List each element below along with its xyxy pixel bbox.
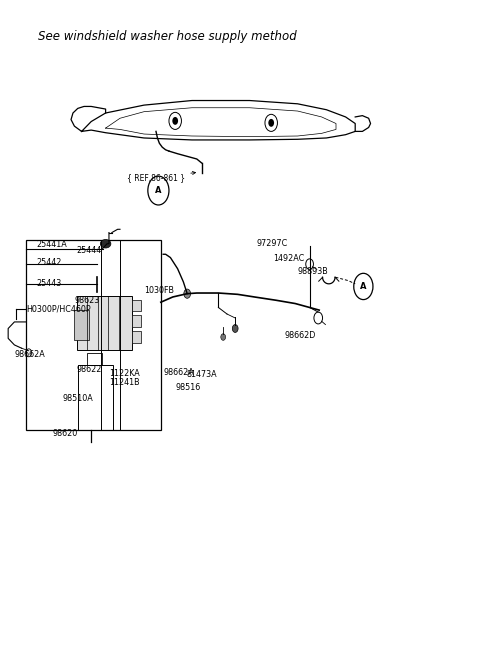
Text: 98623: 98623 [74, 296, 100, 305]
Text: 98893B: 98893B [298, 267, 328, 276]
Circle shape [184, 289, 191, 298]
Text: 98662A: 98662A [163, 368, 194, 377]
Circle shape [268, 119, 274, 127]
Text: 98622: 98622 [77, 365, 102, 374]
Bar [132, 315, 141, 327]
Bar [78, 365, 113, 430]
Text: 1122KA: 1122KA [109, 369, 140, 378]
Text: 98662A: 98662A [14, 350, 45, 359]
Text: 25442: 25442 [36, 258, 61, 267]
Text: 1492AC: 1492AC [274, 254, 305, 263]
Circle shape [221, 334, 226, 340]
Text: 98510A: 98510A [62, 394, 93, 403]
Text: 1030FB: 1030FB [144, 286, 174, 295]
Bar [26, 240, 161, 430]
Bar [74, 310, 89, 340]
Text: 98516: 98516 [175, 383, 201, 392]
Text: { REF,86-861 }: { REF,86-861 } [127, 171, 195, 182]
Bar [132, 331, 141, 343]
Circle shape [232, 325, 238, 332]
Ellipse shape [100, 240, 111, 248]
Text: 25444: 25444 [77, 246, 102, 256]
Circle shape [172, 117, 178, 125]
Bar [87, 353, 102, 365]
Text: A: A [360, 282, 367, 291]
Bar [77, 296, 132, 350]
Text: 81473A: 81473A [186, 370, 217, 379]
Text: 25441A: 25441A [36, 240, 67, 249]
Bar [132, 300, 141, 311]
Text: 98662D: 98662D [284, 330, 315, 340]
Text: 11241B: 11241B [109, 378, 140, 387]
Text: A: A [155, 186, 162, 195]
Text: See windshield washer hose supply method: See windshield washer hose supply method [38, 30, 297, 43]
Text: 97297C: 97297C [257, 238, 288, 248]
Text: H0300P/HC460P: H0300P/HC460P [26, 304, 91, 313]
Text: 25443: 25443 [36, 279, 61, 288]
Text: 98620: 98620 [53, 429, 78, 438]
